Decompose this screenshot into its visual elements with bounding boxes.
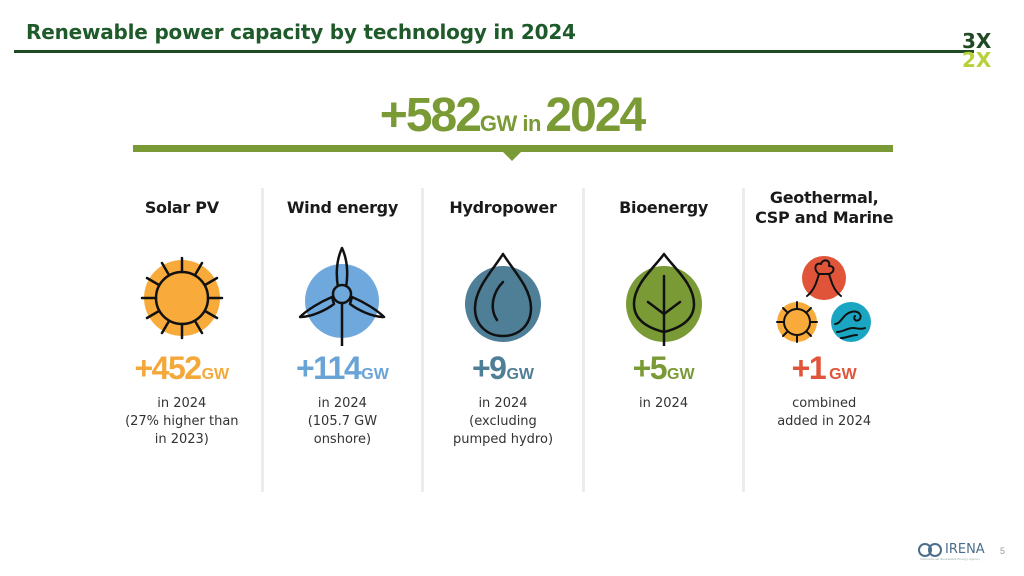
tech-value: +9GW xyxy=(424,350,582,387)
tech-value-unit: GW xyxy=(201,366,230,383)
logo-2x: 2X xyxy=(962,48,992,72)
tech-name: Hydropower xyxy=(449,198,557,217)
headline-unit: GW in xyxy=(479,111,542,136)
tech-value: +1 GW xyxy=(745,350,903,387)
small-sun-icon xyxy=(776,301,819,343)
headline-total: +582GW in 2024 xyxy=(0,88,1024,143)
irena-globe-icon xyxy=(918,542,942,557)
tech-value: +114GW xyxy=(264,350,422,387)
volcano-sun-wave-icon xyxy=(769,250,879,350)
sun-icon xyxy=(127,246,237,346)
leaf-icon xyxy=(609,246,719,346)
tech-description: in 2024 (excluding pumped hydro) xyxy=(452,396,554,447)
tech-column-wind: Wind energy +114GW in 2024 (105.7 GW ons… xyxy=(260,188,422,492)
irena-logo-subtitle: International Renewable Energy Agency xyxy=(920,557,981,561)
tripling-doubling-logo: 3X 2X xyxy=(962,29,1012,80)
tech-value-number: +452 xyxy=(134,350,202,386)
tech-description: in 2024 (27% higher than in 2023) xyxy=(125,396,239,447)
slide-title: Renewable power capacity by technology i… xyxy=(26,20,576,44)
technology-columns: Solar PV xyxy=(103,188,903,492)
divider-pointer xyxy=(503,152,521,161)
wave-icon xyxy=(831,302,872,342)
tech-value-number: +5 xyxy=(632,350,668,386)
page-number: 5 xyxy=(1000,546,1006,556)
tech-value-unit: GW xyxy=(361,366,389,383)
tech-column-bioenergy: Bioenergy +5GW in 2024 xyxy=(581,188,743,492)
irena-logo-text: IRENA xyxy=(945,542,985,557)
tech-description: in 2024 xyxy=(639,396,689,411)
tech-description: combined added in 2024 xyxy=(777,396,872,429)
water-drop-icon xyxy=(448,246,558,346)
wind-turbine-icon xyxy=(287,246,397,346)
tech-column-hydropower: Hydropower +9GW in 2024 (excluding pumpe… xyxy=(421,188,582,492)
title-underline xyxy=(14,50,974,53)
irena-logo: IRENA International Renewable Energy Age… xyxy=(918,542,985,561)
headline-year: 2024 xyxy=(545,89,646,142)
tech-column-solar: Solar PV xyxy=(103,188,261,492)
tech-value-number: +1 xyxy=(791,350,827,386)
headline-divider xyxy=(133,145,893,152)
tech-description: in 2024 (105.7 GW onshore) xyxy=(307,396,378,447)
headline-value: +582 xyxy=(379,89,482,142)
tech-value-unit: GW xyxy=(667,366,695,383)
tech-name: Geothermal, CSP and Marine xyxy=(755,188,894,227)
tech-name: Wind energy xyxy=(286,198,398,217)
tech-value-number: +114 xyxy=(295,350,362,386)
tech-value: +452GW xyxy=(103,350,261,387)
tech-name: Bioenergy xyxy=(619,198,708,217)
tech-name: Solar PV xyxy=(144,198,219,217)
tech-value-unit: GW xyxy=(506,366,534,383)
tech-column-geothermal-csp-marine: Geothermal, CSP and Marine xyxy=(742,188,903,492)
tech-value-number: +9 xyxy=(471,350,507,386)
logo-3x: 3X xyxy=(962,29,992,53)
volcano-icon xyxy=(802,256,847,300)
tech-value-unit: GW xyxy=(829,366,857,383)
tech-value: +5GW xyxy=(585,350,743,387)
